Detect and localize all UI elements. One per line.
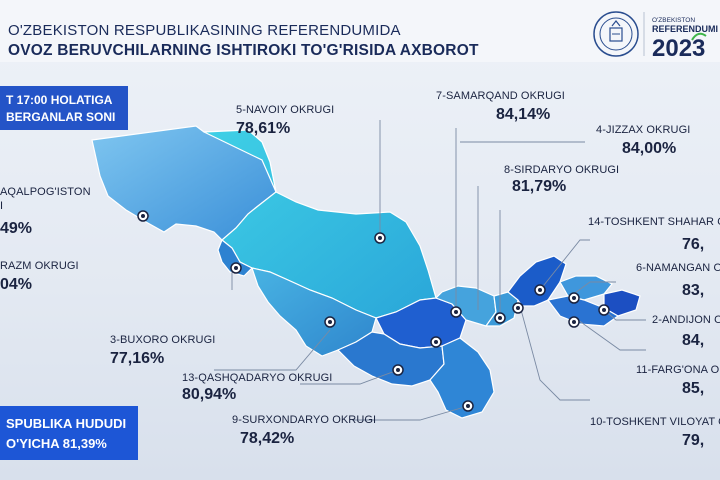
label-toshkent-viloyat-name: 10-TOSHKENT VILOYAT O	[590, 416, 720, 428]
label-karakalpakstan-name-2: I	[0, 200, 4, 212]
logo-text-1: O'ZBEKISTON	[652, 17, 695, 24]
marker-xorazm	[230, 262, 242, 274]
marker-toshkent-shahar	[512, 302, 524, 314]
region-xorazm	[217, 239, 254, 277]
marker-qashqadaryo	[392, 364, 404, 376]
label-buxoro-value: 77,16%	[110, 350, 165, 367]
label-navoiy-name: 5-NAVOIY OKRUGI	[236, 104, 335, 116]
page-title-line2: OVOZ BERUVCHILARNING ISHTIROKI TO'G'RISI…	[8, 42, 479, 59]
region-markers	[137, 210, 610, 412]
marker-samarqand	[430, 336, 442, 348]
national-total-box: SPUBLIKA HUDUDI O'YICHA 81,39%	[0, 406, 138, 460]
total-box-line1: SPUBLIKA HUDUDI	[6, 416, 127, 431]
label-fargona-name: 11-FARG'ONA O	[636, 364, 720, 376]
label-surxondaryo-value: 78,42%	[240, 430, 295, 447]
label-karakalpakstan-name: AQALPOG'ISTON	[0, 186, 91, 198]
marker-sirdaryo	[494, 312, 506, 324]
label-toshkent-shahar-name: 14-TOSHKENT SHAHAR O	[588, 216, 720, 228]
label-sirdaryo-value: 81,79%	[512, 178, 567, 195]
label-xorazm-name: RAZM OKRUGI	[0, 260, 79, 272]
marker-toshkent-viloyat	[534, 284, 546, 296]
label-andijon-name: 2-ANDIJON O	[652, 314, 720, 326]
time-status-box: T 17:00 HOLATIGA BERGANLAR SONI	[0, 86, 128, 130]
region-surxondaryo	[429, 337, 495, 419]
label-surxondaryo-name: 9-SURXONDARYO OKRUGI	[232, 414, 377, 426]
label-jizzax-name: 4-JIZZAX OKRUGI	[596, 124, 691, 136]
label-karakalpakstan-value: 49%	[0, 220, 33, 237]
marker-navoiy	[374, 232, 386, 244]
label-navoiy-value: 78,61%	[236, 120, 291, 137]
label-qashqadaryo-name: 13-QASHQADARYO OKRUGI	[182, 372, 333, 384]
label-andijon-value: 84,	[682, 332, 705, 349]
label-toshkent-viloyat-value: 79,	[682, 432, 705, 449]
label-namangan-name: 6-NAMANGAN O	[636, 262, 720, 274]
marker-namangan	[568, 292, 580, 304]
label-samarqand-name: 7-SAMARQAND OKRUGI	[436, 90, 565, 102]
emblem-icon	[593, 11, 639, 57]
marker-buxoro	[324, 316, 336, 328]
label-jizzax-value: 84,00%	[622, 140, 677, 157]
label-sirdaryo-name: 8-SIRDARYO OKRUGI	[504, 164, 620, 176]
label-buxoro-name: 3-BUXORO OKRUGI	[110, 334, 216, 346]
label-xorazm-value: 04%	[0, 276, 33, 293]
leader-lines	[140, 120, 646, 421]
header-bar: O'ZBEKISTON RESPUBLIKASINING REFERENDUMI…	[0, 0, 720, 62]
logo-year: 2023	[652, 35, 705, 62]
label-toshkent-shahar-value: 76,	[682, 236, 705, 253]
logo-text-2: REFERENDUMI	[652, 24, 718, 34]
marker-karakalpakstan	[137, 210, 149, 222]
label-qashqadaryo-value: 80,94%	[182, 386, 237, 403]
total-box-line2: O'YICHA 81,39%	[6, 436, 107, 451]
marker-andijon	[568, 316, 580, 328]
time-box-line1: T 17:00 HOLATIGA	[6, 93, 113, 107]
marker-jizzax	[450, 306, 462, 318]
page-title-line1: O'ZBEKISTON RESPUBLIKASINING REFERENDUMI…	[8, 22, 401, 39]
label-samarqand-value: 84,14%	[496, 106, 551, 123]
label-namangan-value: 83,	[682, 282, 705, 299]
referendum-logo: O'ZBEKISTON REFERENDUMI 2023	[593, 11, 718, 62]
marker-fargona	[598, 304, 610, 316]
marker-surxondaryo	[462, 400, 474, 412]
time-box-line2: BERGANLAR SONI	[6, 110, 116, 124]
label-fargona-value: 85,	[682, 380, 705, 397]
